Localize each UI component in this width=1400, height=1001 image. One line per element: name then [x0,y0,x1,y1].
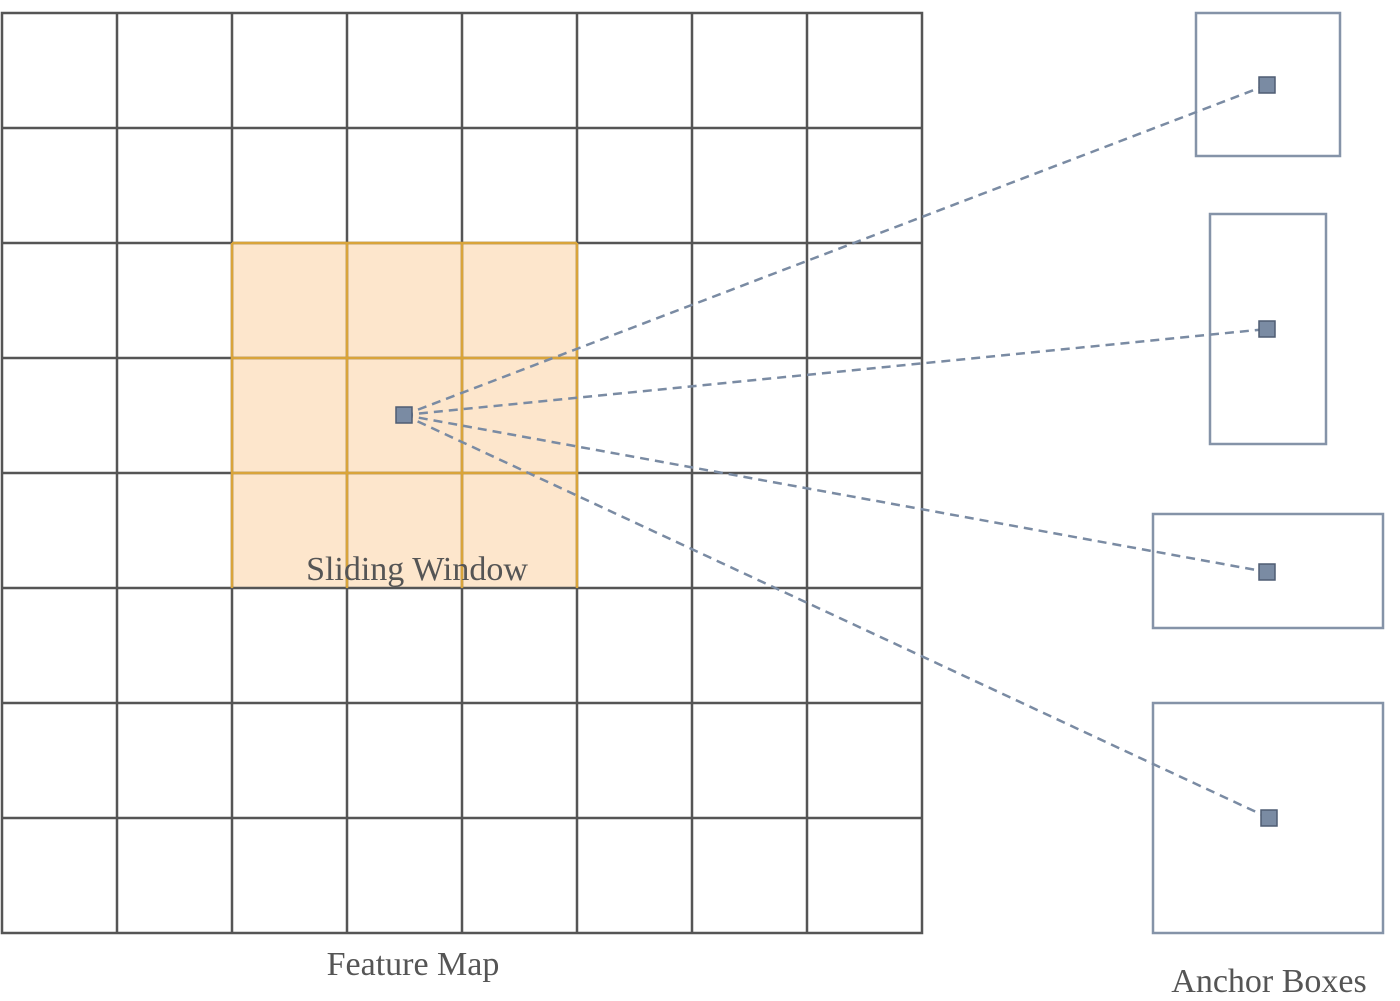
anchor-boxes [1151,11,1385,935]
connector-line-1 [403,83,1268,417]
connector-line-2 [403,327,1268,417]
connector-line-3 [403,413,1268,574]
anchor-boxes-label: Anchor Boxes [1171,963,1366,1000]
anchor-box-wide [1151,512,1385,630]
feature-map-label: Feature Map [327,946,500,983]
center-markers [395,76,1278,827]
anchor-box-tall [1208,212,1328,446]
sliding-window-center-marker [395,406,413,424]
anchor-center-marker-1 [1258,76,1276,94]
connector-lines [403,83,1270,820]
anchor-box-small-square [1194,11,1342,158]
anchor-center-marker-3 [1258,563,1276,581]
anchor-box-large-square [1151,701,1385,935]
sliding-window-border [230,241,579,588]
anchor-center-marker-2 [1258,320,1276,338]
anchor-center-marker-4 [1260,809,1278,827]
connector-line-4 [403,413,1270,820]
sliding-window-label: Sliding Window [306,551,528,588]
